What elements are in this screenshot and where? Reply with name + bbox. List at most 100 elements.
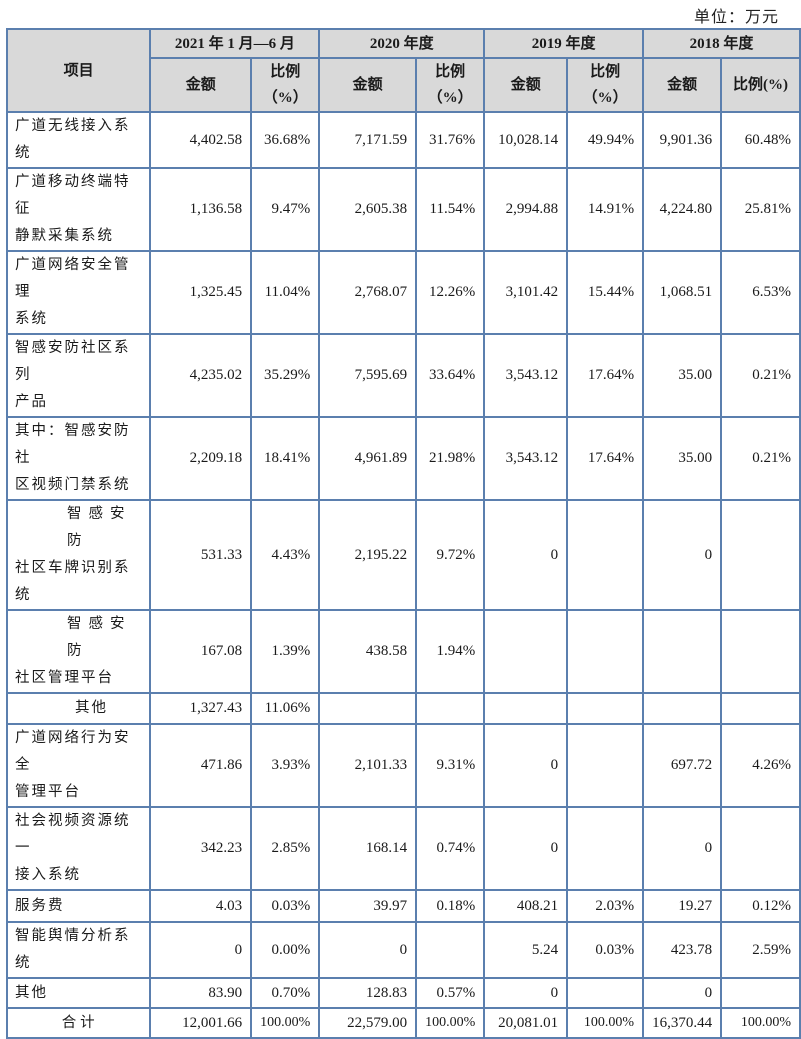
header-ratio: 比例 （%） (415, 57, 486, 113)
header-item: 项目 (5, 28, 152, 113)
ratio-2018: 2.59% (720, 921, 801, 979)
amount-2018: 9,901.36 (642, 111, 723, 169)
ratio-2020: 9.31% (415, 723, 486, 808)
table-row: 广道移动终端特征 静默采集系统 1,136.58 9.47% 2,605.38 1… (5, 167, 801, 252)
ratio-2021h1: 0.00% (250, 921, 321, 979)
ratio-2020: 0.57% (415, 977, 486, 1009)
table-row: 广道无线接入系统 4,402.58 36.68% 7,171.59 31.76%… (5, 111, 801, 169)
amount-2020: 2,768.07 (318, 250, 418, 335)
amount-2019: 3,543.12 (483, 416, 569, 501)
ratio-2021h1: 36.68% (250, 111, 321, 169)
ratio-2020: 12.26% (415, 250, 486, 335)
ratio-2020: 9.72% (415, 499, 486, 611)
amount-2021h1: 531.33 (149, 499, 253, 611)
amount-2018: 697.72 (642, 723, 723, 808)
amount-2021h1: 1,136.58 (149, 167, 253, 252)
amount-2018 (642, 609, 723, 694)
ratio-2021h1: 35.29% (250, 333, 321, 418)
ratio-2020: 33.64% (415, 333, 486, 418)
ratio-2019 (566, 499, 645, 611)
table-row: 智感安防社区系列 产品 4,235.02 35.29% 7,595.69 33.6… (5, 333, 801, 418)
table-row: 其他 1,327.43 11.06% (5, 692, 801, 725)
ratio-2018 (720, 692, 801, 725)
header-period-2021h1: 2021 年 1 月—6 月 (149, 28, 321, 59)
amount-2020: 22,579.00 (318, 1007, 418, 1039)
amount-2019: 0 (483, 499, 569, 611)
amount-2021h1: 1,327.43 (149, 692, 253, 725)
amount-2020: 128.83 (318, 977, 418, 1009)
table-row: 服务费 4.03 0.03% 39.97 0.18% 408.21 2.03% … (5, 889, 801, 923)
header-period-2018: 2018 年度 (642, 28, 801, 59)
ratio-2018 (720, 499, 801, 611)
ratio-2021h1: 18.41% (250, 416, 321, 501)
ratio-2021h1: 9.47% (250, 167, 321, 252)
amount-2021h1: 4,235.02 (149, 333, 253, 418)
amount-2020: 2,101.33 (318, 723, 418, 808)
amount-2021h1: 4,402.58 (149, 111, 253, 169)
row-label: 广道移动终端特征 静默采集系统 (5, 167, 152, 252)
ratio-2018 (720, 977, 801, 1009)
amount-2021h1: 4.03 (149, 889, 253, 923)
amount-2018: 423.78 (642, 921, 723, 979)
amount-2020: 39.97 (318, 889, 418, 923)
ratio-2018 (720, 609, 801, 694)
row-label: 广道网络安全管理 系统 (5, 250, 152, 335)
ratio-2019: 17.64% (566, 416, 645, 501)
header-period-2019: 2019 年度 (483, 28, 645, 59)
amount-2019: 5.24 (483, 921, 569, 979)
amount-2019: 10,028.14 (483, 111, 569, 169)
table-row: 智感安防 社区管理平台 167.08 1.39% 438.58 1.94% (5, 609, 801, 694)
table-row: 智能舆情分析系统 0 0.00% 0 5.24 0.03% 423.78 2.5… (5, 921, 801, 979)
ratio-2019: 14.91% (566, 167, 645, 252)
row-label: 智能舆情分析系统 (5, 921, 152, 979)
amount-2019: 408.21 (483, 889, 569, 923)
ratio-2019 (566, 806, 645, 891)
row-label: 社会视频资源统一 接入系统 (5, 806, 152, 891)
revenue-breakdown-table: 项目 2021 年 1 月—6 月 2020 年度 2019 年度 2018 年… (5, 28, 801, 1039)
ratio-2018: 0.21% (720, 416, 801, 501)
ratio-2020 (415, 692, 486, 725)
amount-2019: 20,081.01 (483, 1007, 569, 1039)
ratio-2021h1: 0.03% (250, 889, 321, 923)
ratio-2019: 0.03% (566, 921, 645, 979)
ratio-2019 (566, 977, 645, 1009)
amount-2019: 0 (483, 977, 569, 1009)
header-ratio: 比例 （%） (566, 57, 645, 113)
ratio-2018: 0.12% (720, 889, 801, 923)
amount-2020: 2,605.38 (318, 167, 418, 252)
row-label: 智感安防社区系列 产品 (5, 333, 152, 418)
amount-2020: 0 (318, 921, 418, 979)
amount-2019: 0 (483, 723, 569, 808)
header-ratio: 比例(%) (720, 57, 801, 113)
amount-2021h1: 167.08 (149, 609, 253, 694)
ratio-2020: 0.74% (415, 806, 486, 891)
table-row: 广道网络行为安全 管理平台 471.86 3.93% 2,101.33 9.31%… (5, 723, 801, 808)
ratio-2019: 15.44% (566, 250, 645, 335)
ratio-2021h1: 4.43% (250, 499, 321, 611)
ratio-2018: 100.00% (720, 1007, 801, 1039)
table-row: 智感安防 社区车牌识别系统 531.33 4.43% 2,195.22 9.72%… (5, 499, 801, 611)
amount-2018: 4,224.80 (642, 167, 723, 252)
ratio-2021h1: 2.85% (250, 806, 321, 891)
amount-2020: 7,595.69 (318, 333, 418, 418)
row-label: 其中：智感安防社 区视频门禁系统 (5, 416, 152, 501)
amount-2021h1: 1,325.45 (149, 250, 253, 335)
ratio-2020: 21.98% (415, 416, 486, 501)
amount-2018: 35.00 (642, 333, 723, 418)
amount-2019: 3,101.42 (483, 250, 569, 335)
amount-2018: 1,068.51 (642, 250, 723, 335)
ratio-2021h1: 0.70% (250, 977, 321, 1009)
ratio-2020: 0.18% (415, 889, 486, 923)
ratio-2021h1: 11.04% (250, 250, 321, 335)
table-row: 合计 12,001.66 100.00% 22,579.00 100.00% 2… (5, 1007, 801, 1039)
table-row: 广道网络安全管理 系统 1,325.45 11.04% 2,768.07 12.2… (5, 250, 801, 335)
amount-2018: 0 (642, 977, 723, 1009)
amount-2021h1: 0 (149, 921, 253, 979)
amount-2020: 2,195.22 (318, 499, 418, 611)
unit-label: 单位：万元 (693, 9, 779, 26)
header-amount: 金额 (149, 57, 253, 113)
ratio-2020: 100.00% (415, 1007, 486, 1039)
ratio-2020: 11.54% (415, 167, 486, 252)
header-period-2020: 2020 年度 (318, 28, 486, 59)
header-amount: 金额 (642, 57, 723, 113)
